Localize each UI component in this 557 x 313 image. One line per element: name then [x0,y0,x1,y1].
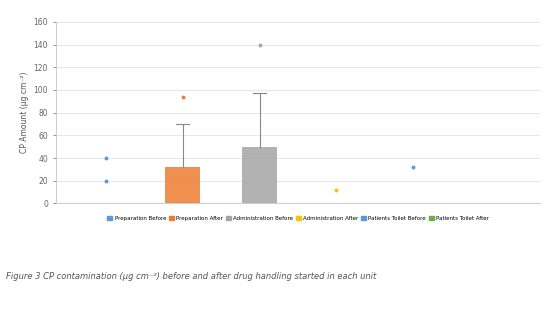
Point [178,94,187,99]
Point [101,156,110,161]
Y-axis label: CP Amount (µg cm⁻²): CP Amount (µg cm⁻²) [21,72,30,153]
Bar [242,147,277,203]
Legend: Preparation Before, Preparation After, Administration Before, Administration Aft: Preparation Before, Preparation After, A… [107,215,489,222]
Point [332,187,341,192]
Point [255,42,264,47]
Text: Figure 3 CP contamination (µg cm⁻²) before and after drug handling started in ea: Figure 3 CP contamination (µg cm⁻²) befo… [6,272,376,280]
Point [409,165,418,170]
Point [101,178,110,183]
Bar [165,167,200,203]
